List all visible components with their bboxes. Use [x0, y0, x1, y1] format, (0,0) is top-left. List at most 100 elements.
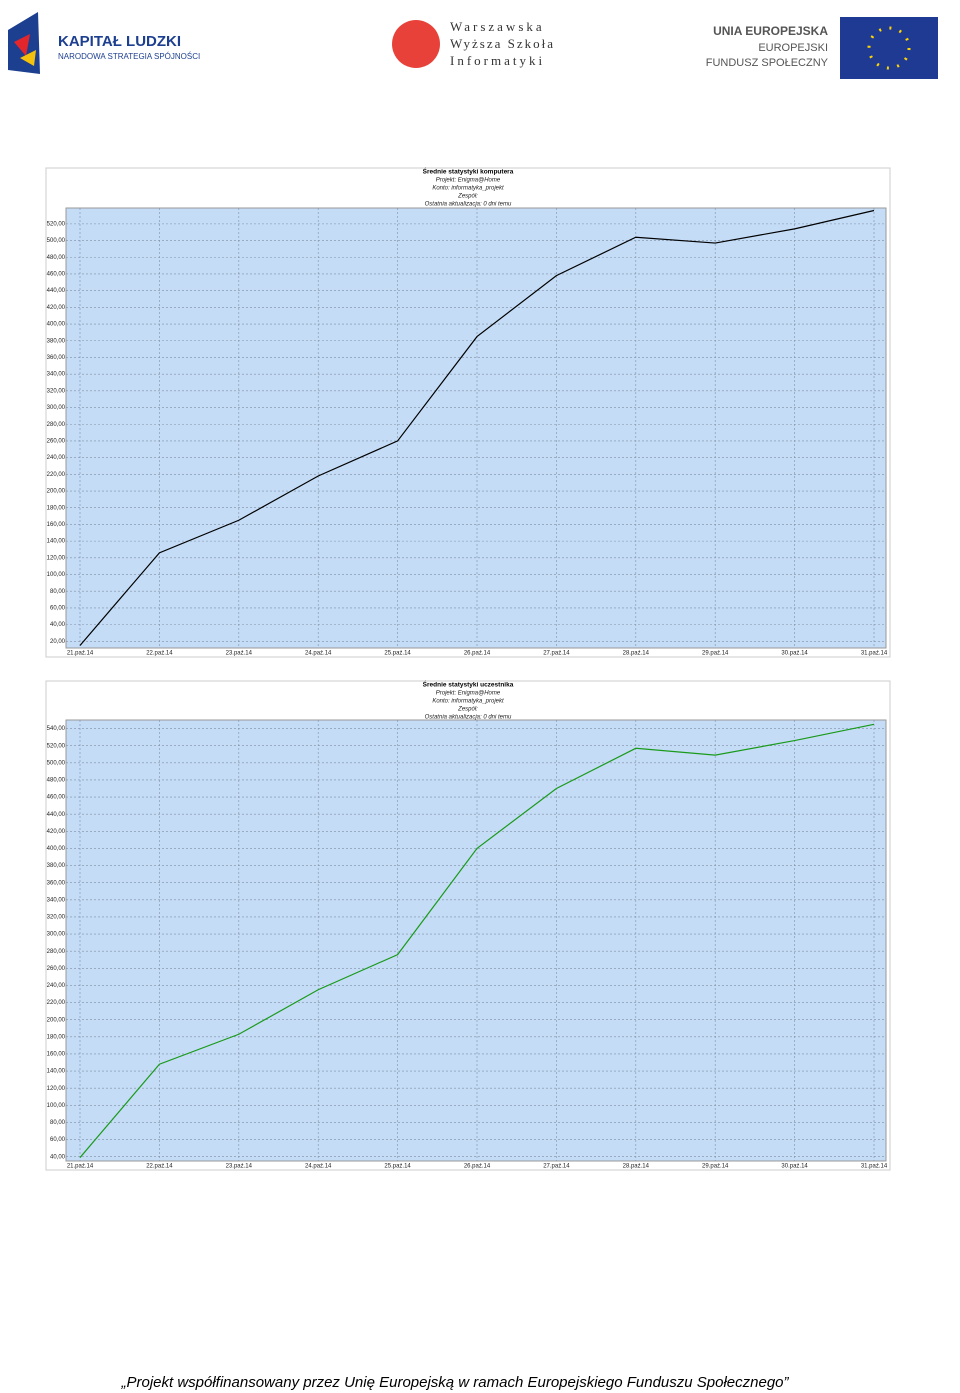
- chart-subtitle: Zespół:: [457, 707, 478, 713]
- y-tick-label: 100,00: [47, 572, 66, 578]
- chart-subtitle: Zespół:: [457, 194, 478, 200]
- logo-line: EUROPEJSKI: [758, 42, 828, 54]
- y-tick-label: 460,00: [47, 795, 66, 801]
- x-tick-label: 27.paź.14: [543, 651, 570, 657]
- x-tick-label: 26.paź.14: [464, 1164, 491, 1170]
- y-tick-label: 400,00: [47, 846, 66, 852]
- y-tick-label: 260,00: [47, 966, 66, 972]
- y-tick-label: 140,00: [47, 1069, 66, 1075]
- chart-title: Średnie statystyki uczestnika: [423, 680, 514, 689]
- x-tick-label: 22.paź.14: [146, 651, 173, 657]
- y-tick-label: 240,00: [47, 983, 66, 989]
- x-tick-label: 30.paź.14: [781, 1164, 808, 1170]
- x-tick-label: 21.paź.14: [67, 1164, 94, 1170]
- y-tick-label: 320,00: [47, 915, 66, 921]
- y-tick-label: 20,00: [50, 639, 66, 645]
- logo-title: KAPITAŁ LUDZKI: [58, 33, 181, 50]
- y-tick-label: 520,00: [47, 221, 66, 227]
- logo-line: Warszawska: [450, 19, 545, 34]
- x-tick-label: 25.paź.14: [384, 1164, 411, 1170]
- y-tick-label: 460,00: [47, 272, 66, 278]
- y-tick-label: 300,00: [47, 405, 66, 411]
- y-tick-label: 380,00: [47, 863, 66, 869]
- y-tick-label: 400,00: [47, 322, 66, 328]
- x-tick-label: 27.paź.14: [543, 1164, 570, 1170]
- x-tick-label: 29.paź.14: [702, 651, 729, 657]
- y-tick-label: 40,00: [50, 1154, 66, 1160]
- x-tick-label: 29.paź.14: [702, 1164, 729, 1170]
- y-tick-label: 440,00: [47, 288, 66, 294]
- y-tick-label: 200,00: [47, 489, 66, 495]
- logo-subtitle: NARODOWA STRATEGIA SPÓJNOŚCI: [58, 52, 200, 61]
- y-tick-label: 340,00: [47, 372, 66, 378]
- logo-line: Informatyki: [450, 53, 545, 68]
- chart-subtitle: Ostatnia aktualizacja: 0 dni temu: [425, 202, 512, 208]
- y-tick-label: 340,00: [47, 897, 66, 903]
- y-tick-label: 440,00: [47, 812, 66, 818]
- y-tick-label: 320,00: [47, 388, 66, 394]
- x-tick-label: 26.paź.14: [464, 651, 491, 657]
- y-tick-label: 120,00: [47, 1086, 66, 1092]
- y-tick-label: 160,00: [47, 522, 66, 528]
- y-tick-label: 160,00: [47, 1052, 66, 1058]
- y-tick-label: 80,00: [50, 589, 66, 595]
- chart-subtitle: Konto: informatyka_projekt: [432, 186, 504, 192]
- logo-circle: [392, 20, 440, 68]
- y-tick-label: 500,00: [47, 238, 66, 244]
- y-tick-label: 240,00: [47, 455, 66, 461]
- plot-area: [65, 719, 887, 1162]
- chart-subtitle: Ostatnia aktualizacja: 0 dni temu: [425, 715, 512, 721]
- y-tick-label: 40,00: [50, 622, 66, 628]
- chart-subtitle: Projekt: Enigma@Home: [436, 691, 501, 697]
- y-tick-label: 220,00: [47, 1000, 66, 1006]
- y-tick-label: 380,00: [47, 338, 66, 344]
- x-tick-label: 24.paź.14: [305, 651, 332, 657]
- y-tick-label: 280,00: [47, 949, 66, 955]
- logo-line: Wyższa Szkoła: [450, 36, 555, 51]
- logo-wwsi: Warszawska Wyższa Szkoła Informatyki: [392, 19, 555, 68]
- logo-shape: [20, 50, 36, 66]
- x-tick-label: 23.paź.14: [226, 651, 253, 657]
- chart-subtitle: Projekt: Enigma@Home: [436, 178, 501, 184]
- chart-subtitle: Konto: informatyka_projekt: [432, 699, 504, 705]
- x-tick-label: 28.paź.14: [623, 651, 650, 657]
- y-tick-label: 280,00: [47, 422, 66, 428]
- x-tick-label: 24.paź.14: [305, 1164, 332, 1170]
- x-tick-label: 31.paź.14: [861, 651, 888, 657]
- x-tick-label: 30.paź.14: [781, 651, 808, 657]
- data-line: [79, 209, 875, 646]
- y-tick-label: 180,00: [47, 505, 66, 511]
- y-tick-label: 520,00: [47, 743, 66, 749]
- y-tick-label: 60,00: [50, 606, 66, 612]
- y-tick-label: 100,00: [47, 1103, 66, 1109]
- x-tick-label: 21.paź.14: [67, 651, 94, 657]
- y-tick-label: 300,00: [47, 932, 66, 938]
- x-tick-label: 28.paź.14: [623, 1164, 650, 1170]
- eu-flag: [840, 17, 938, 79]
- y-tick-label: 420,00: [47, 305, 66, 311]
- chart-title: Średnie statystyki komputera: [423, 167, 514, 176]
- x-tick-label: 22.paź.14: [146, 1164, 173, 1170]
- x-tick-label: 23.paź.14: [226, 1164, 253, 1170]
- logo-line: FUNDUSZ SPOŁECZNY: [706, 57, 829, 69]
- y-tick-label: 220,00: [47, 472, 66, 478]
- y-tick-label: 480,00: [47, 778, 66, 784]
- y-tick-label: 180,00: [47, 1034, 66, 1040]
- logo-eu: UNIA EUROPEJSKA EUROPEJSKI FUNDUSZ SPOŁE…: [706, 17, 938, 79]
- x-tick-label: 25.paź.14: [384, 651, 411, 657]
- y-tick-label: 480,00: [47, 255, 66, 261]
- y-tick-label: 120,00: [47, 555, 66, 561]
- y-tick-label: 360,00: [47, 355, 66, 361]
- logo-shape: [14, 34, 30, 56]
- y-tick-label: 260,00: [47, 439, 66, 445]
- y-tick-label: 420,00: [47, 829, 66, 835]
- eu-stars: [867, 26, 911, 70]
- y-tick-label: 140,00: [47, 539, 66, 545]
- logo-line: UNIA EUROPEJSKA: [713, 24, 828, 38]
- y-tick-label: 360,00: [47, 880, 66, 886]
- x-tick-label: 31.paź.14: [861, 1164, 888, 1170]
- y-tick-label: 200,00: [47, 1017, 66, 1023]
- y-tick-label: 500,00: [47, 760, 66, 766]
- footer: „Projekt współfinansowany przez Unię Eur…: [120, 1374, 789, 1391]
